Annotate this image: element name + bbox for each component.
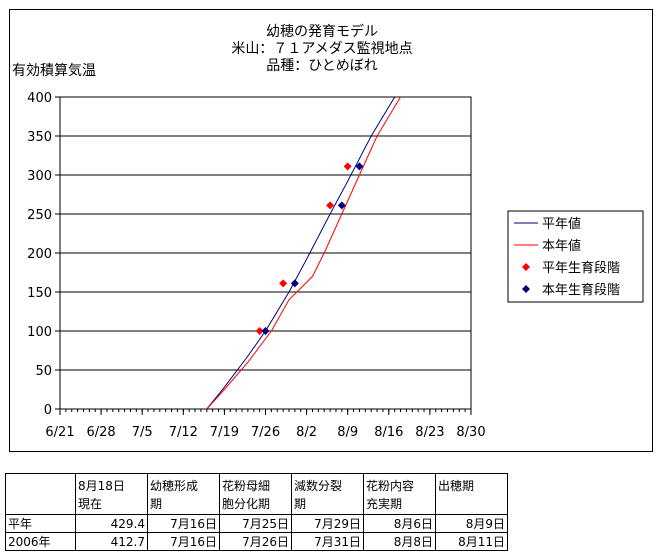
chart-title-line: 幼穂の発育モデル bbox=[266, 23, 378, 40]
x-tick-label: 8/30 bbox=[456, 425, 485, 440]
stats-table: 8月18日 現在 幼穂形成期花粉母細 胞分化期 減数分裂期花粉内容 充実期 出穂期 平年 429… bbox=[5, 473, 508, 551]
table-cell: 412.7 bbox=[75, 532, 148, 551]
table-header-cell: 減数分裂期 bbox=[291, 473, 364, 515]
series-marker bbox=[355, 162, 364, 171]
y-tick-label: 400 bbox=[27, 91, 52, 106]
table-row: 平年 429.4 7月16日 7月25日 7月29日 8月6日 8月9日 bbox=[5, 514, 508, 533]
table-header-cell: 幼穂形成期 bbox=[147, 473, 220, 515]
table-cell: 7月16日 bbox=[147, 514, 220, 533]
table-cell: 8月11日 bbox=[435, 532, 508, 551]
table-cell: 7月16日 bbox=[147, 532, 220, 551]
legend-label: 平年値 bbox=[542, 216, 581, 232]
series-marker bbox=[255, 327, 264, 335]
legend-swatch bbox=[522, 285, 530, 293]
chart-title-line: 品種：ひとめぼれ bbox=[266, 58, 378, 74]
y-tick-label: 350 bbox=[27, 130, 52, 145]
table-cell: 8月6日 bbox=[363, 514, 436, 533]
legend-box bbox=[507, 210, 644, 303]
y-tick-label: 300 bbox=[27, 169, 52, 184]
table-cell: 7月26日 bbox=[219, 532, 292, 551]
table-cell: 8月9日 bbox=[435, 514, 508, 533]
x-tick-label: 7/12 bbox=[169, 425, 198, 440]
series-marker bbox=[326, 201, 335, 210]
chart-title-line: 米山：７１アメダス監視地点 bbox=[231, 40, 412, 57]
table-cell: 429.4 bbox=[75, 514, 148, 533]
table-header-cell bbox=[5, 473, 76, 515]
legend-swatch bbox=[522, 263, 530, 271]
x-tick-label: 8/23 bbox=[415, 425, 444, 440]
series-marker bbox=[279, 279, 288, 288]
legend-label: 本年生育段階 bbox=[542, 282, 620, 298]
table-header-cell: 8月18日 現在 bbox=[75, 473, 148, 515]
y-tick-label: 100 bbox=[27, 325, 52, 340]
table-cell: 7月25日 bbox=[219, 514, 292, 533]
x-tick-label: 8/9 bbox=[337, 425, 358, 440]
x-tick-label: 7/5 bbox=[132, 425, 153, 440]
series-marker bbox=[337, 201, 346, 210]
table-row: 2006年 412.7 7月16日 7月26日 7月31日 8月8日 8月11日 bbox=[5, 532, 508, 551]
legend-label: 本年値 bbox=[542, 238, 581, 254]
x-axis: 6/21 6/28 7/5 7/12 7/19 7/26 8/2 8/9 8/16 8/23 8/3… bbox=[45, 409, 486, 440]
y-tick-label: 200 bbox=[27, 247, 52, 262]
y-tick-label: 0 bbox=[44, 403, 52, 418]
table-header-row: 8月18日 現在 幼穂形成期花粉母細 胞分化期 減数分裂期花粉内容 充実期 出穂期 bbox=[5, 473, 508, 515]
y-axis: 0 50 100 150 200 250 300 350 400 bbox=[27, 91, 60, 418]
series-marker bbox=[290, 279, 299, 288]
table-header-cell: 花粉内容 充実期 bbox=[363, 473, 436, 515]
series-marker bbox=[261, 327, 270, 335]
y-tick-label: 50 bbox=[35, 364, 52, 379]
table-cell: 平年 bbox=[5, 514, 76, 533]
y-axis-label: 有効積算気温 bbox=[12, 63, 96, 79]
y-tick-label: 250 bbox=[27, 208, 52, 223]
legend-label: 平年生育段階 bbox=[542, 260, 620, 276]
table-cell: 2006年 bbox=[5, 532, 76, 551]
table-header-cell: 出穂期 bbox=[435, 473, 508, 515]
table-cell: 8月8日 bbox=[363, 532, 436, 551]
chart-frame: 幼穂の発育モデル 米山：７１アメダス監視地点 品種：ひとめぼれ 有効積算気温 6/2… bbox=[9, 9, 653, 452]
y-tick-label: 150 bbox=[27, 286, 52, 301]
series-line bbox=[206, 97, 396, 409]
table-cell: 7月31日 bbox=[291, 532, 364, 551]
series bbox=[206, 97, 401, 409]
series-line bbox=[206, 97, 401, 409]
x-tick-label: 8/2 bbox=[296, 425, 317, 440]
x-tick-label: 7/19 bbox=[210, 425, 239, 440]
x-tick-label: 7/26 bbox=[251, 425, 280, 440]
x-tick-label: 6/21 bbox=[45, 425, 74, 440]
x-tick-label: 6/28 bbox=[86, 425, 115, 440]
table-header-cell: 花粉母細 胞分化期 bbox=[219, 473, 292, 515]
table-cell: 7月29日 bbox=[291, 514, 364, 533]
x-tick-label: 8/16 bbox=[374, 425, 403, 440]
series-marker bbox=[343, 162, 352, 171]
gridlines bbox=[60, 135, 471, 371]
